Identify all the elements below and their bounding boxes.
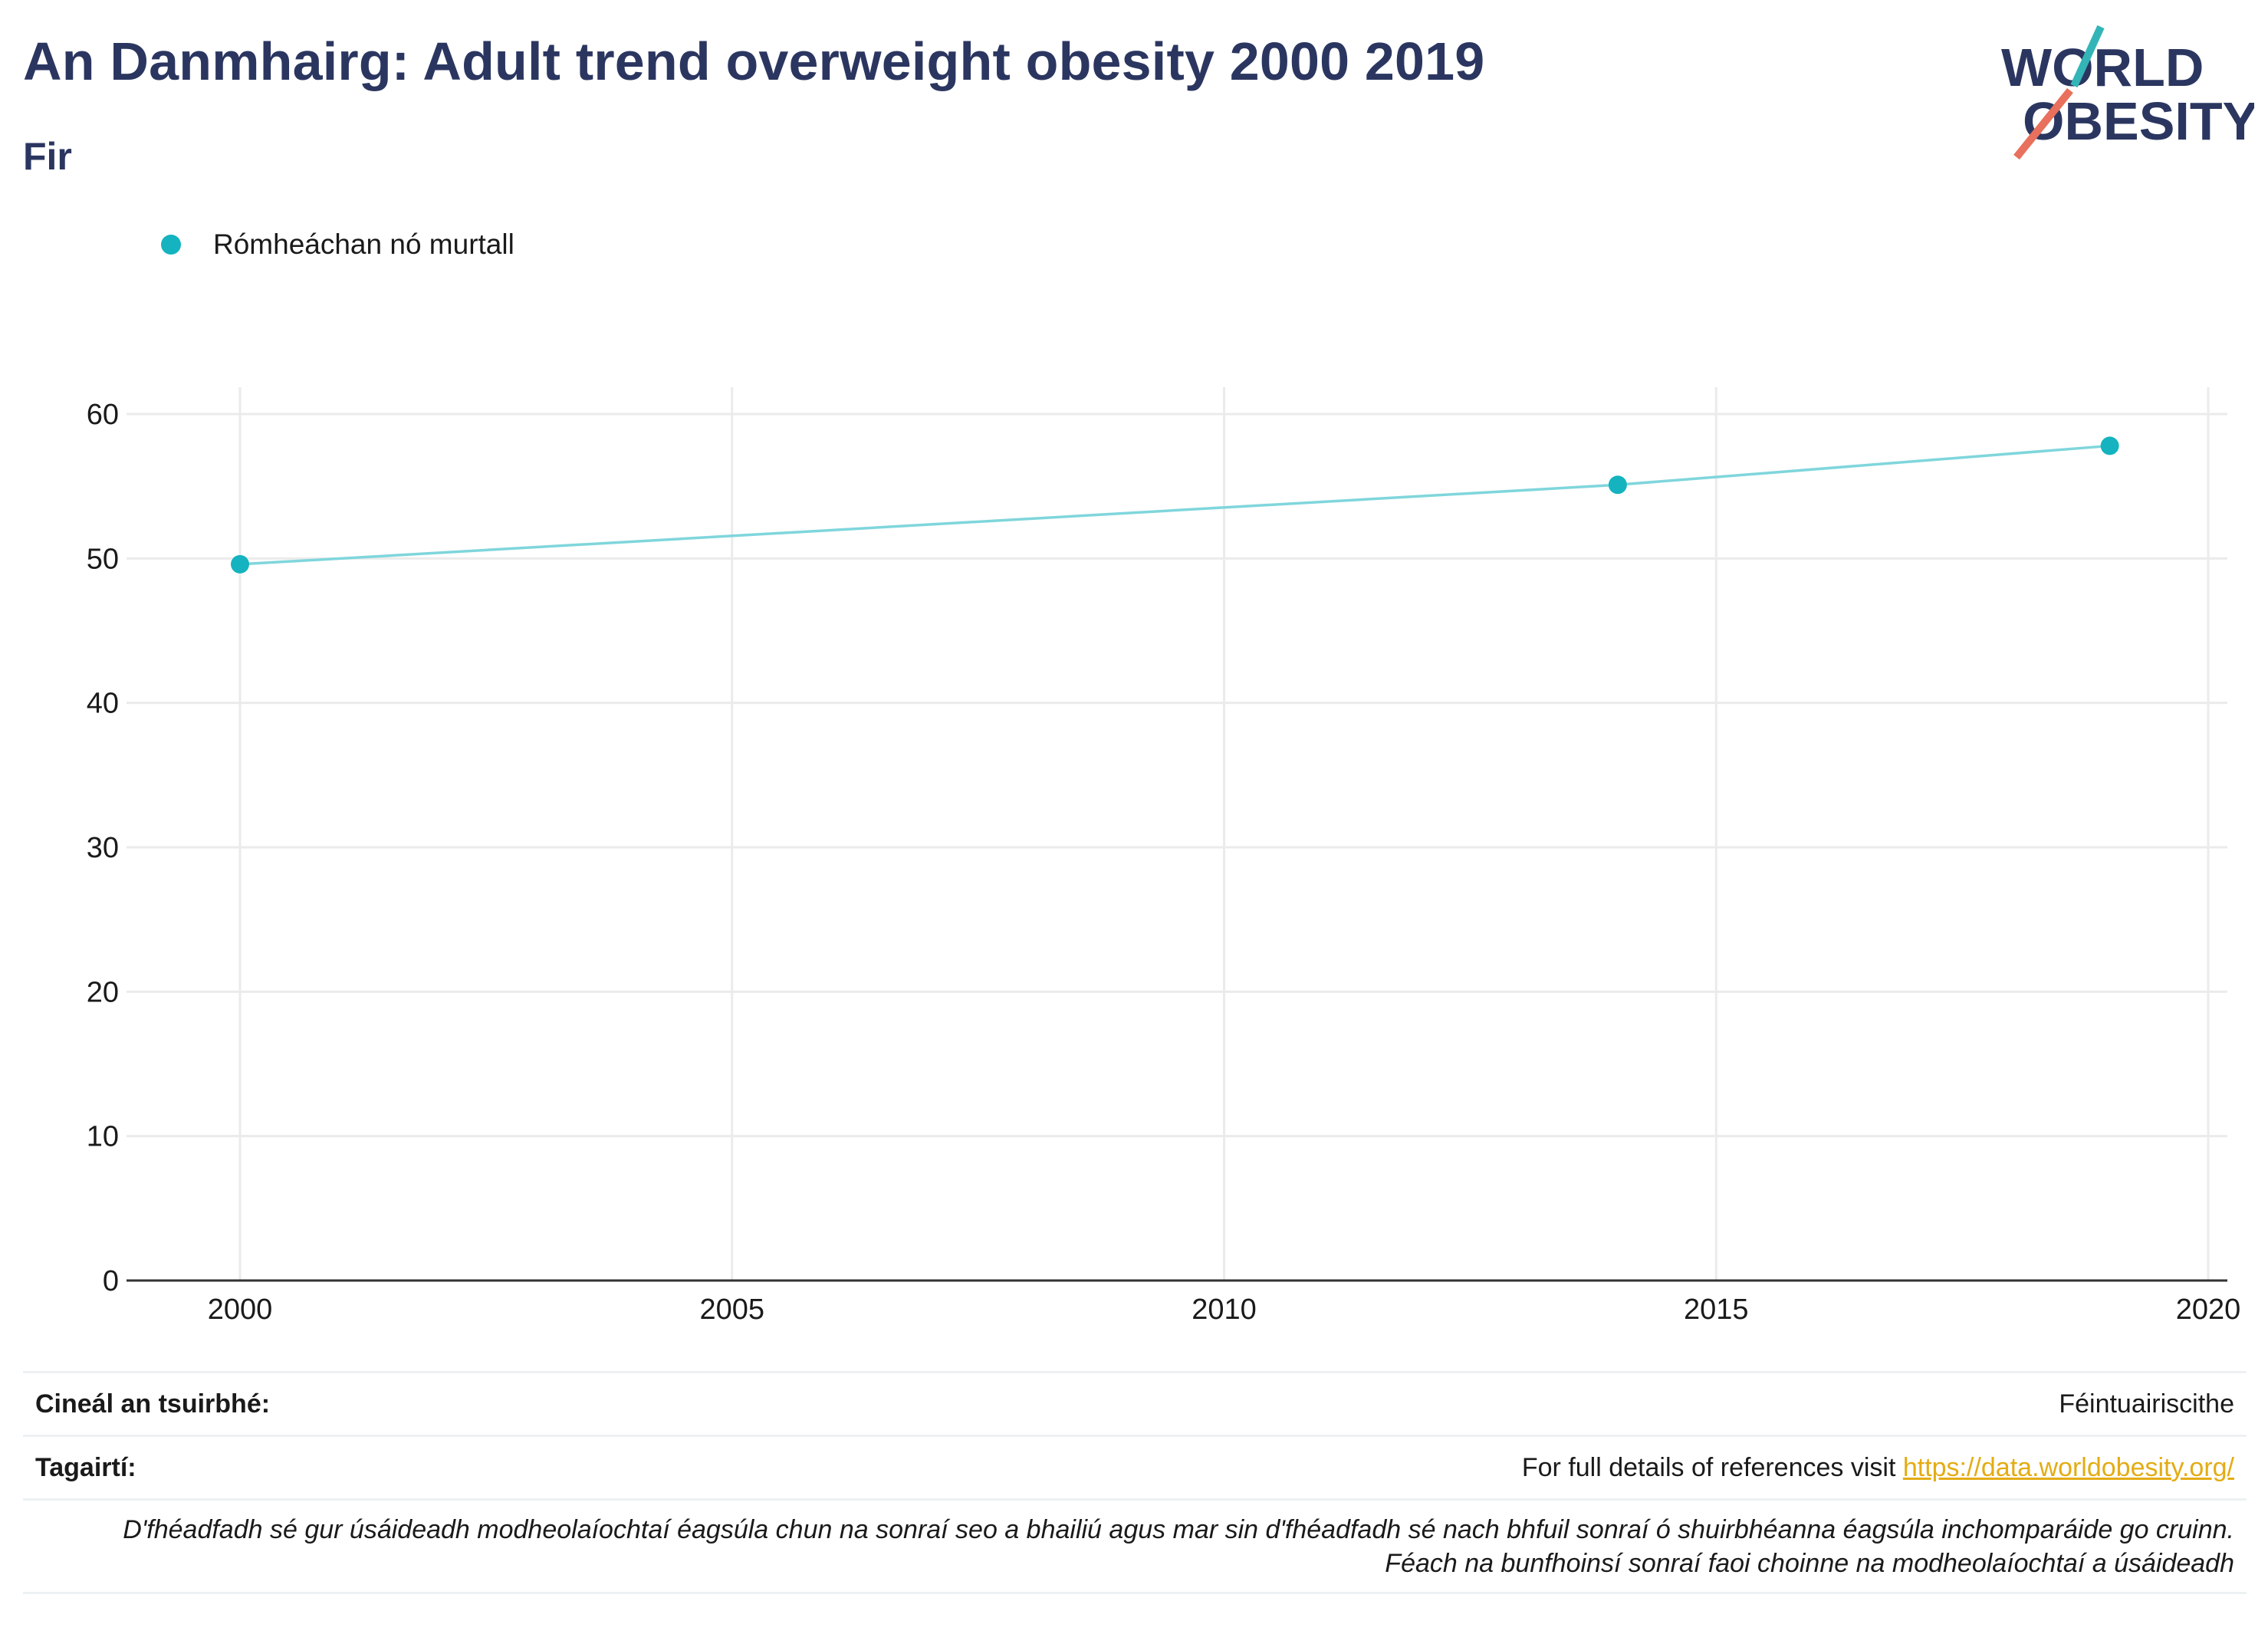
references-text: For full details of references visit — [1521, 1452, 1903, 1482]
x-tick-label: 2010 — [1192, 1294, 1257, 1326]
survey-type-value: Féintuairiscithe — [2059, 1389, 2234, 1419]
disclaimer-line1: D'fhéadfadh sé gur úsáideadh modheolaíoc… — [123, 1514, 2234, 1544]
x-tick-label: 2000 — [208, 1294, 273, 1326]
y-tick-label: 20 — [87, 976, 119, 1008]
references-row: Tagairtí: For full details of references… — [23, 1435, 2247, 1498]
legend[interactable]: Rómheáchan nó murtall — [161, 228, 514, 261]
y-tick-label: 10 — [87, 1121, 119, 1153]
y-tick-label: 30 — [87, 832, 119, 864]
data-point — [231, 554, 249, 574]
y-tick-label: 50 — [87, 543, 119, 575]
data-point — [1608, 475, 1627, 495]
x-tick-label: 2015 — [1684, 1294, 1749, 1326]
data-point — [2100, 436, 2119, 455]
chart-subtitle: Fir — [23, 135, 72, 178]
logo-line1: WORLD — [2001, 38, 2204, 97]
world-obesity-logo: WORLD OBESITY — [2001, 25, 2254, 160]
legend-marker — [161, 235, 181, 255]
y-tick-label: 60 — [87, 399, 119, 431]
legend-label: Rómheáchan nó murtall — [213, 228, 514, 260]
line-chart: 0 10 20 30 40 50 60 2000 2005 2010 2015 2020 — [87, 387, 2241, 1326]
series-line — [239, 444, 2110, 566]
disclaimer-row: D'fhéadfadh sé gur úsáideadh modheolaíoc… — [23, 1498, 2247, 1594]
y-tick-label: 40 — [87, 688, 119, 720]
x-tick-label: 2020 — [2176, 1294, 2241, 1326]
logo-slash-top — [2070, 25, 2105, 88]
footer-table: Cineál an tsuirbhé: Féintuairiscithe Tag… — [23, 1371, 2247, 1594]
references-value: For full details of references visit htt… — [1522, 1453, 2234, 1483]
disclaimer-line2: Féach na bunfhoinsí sonraí faoi choinne … — [1385, 1548, 2234, 1578]
y-tick-label: 0 — [103, 1265, 119, 1297]
x-tick-label: 2005 — [699, 1294, 764, 1326]
references-link[interactable]: https://data.worldobesity.org/ — [1902, 1452, 2234, 1482]
survey-type-label: Cineál an tsuirbhé: — [35, 1389, 271, 1419]
logo-slash-bottom — [2013, 87, 2073, 160]
references-label: Tagairtí: — [35, 1452, 136, 1482]
survey-type-row: Cineál an tsuirbhé: Féintuairiscithe — [23, 1371, 2247, 1435]
chart-title: An Danmhairg: Adult trend overweight obe… — [23, 31, 1485, 91]
